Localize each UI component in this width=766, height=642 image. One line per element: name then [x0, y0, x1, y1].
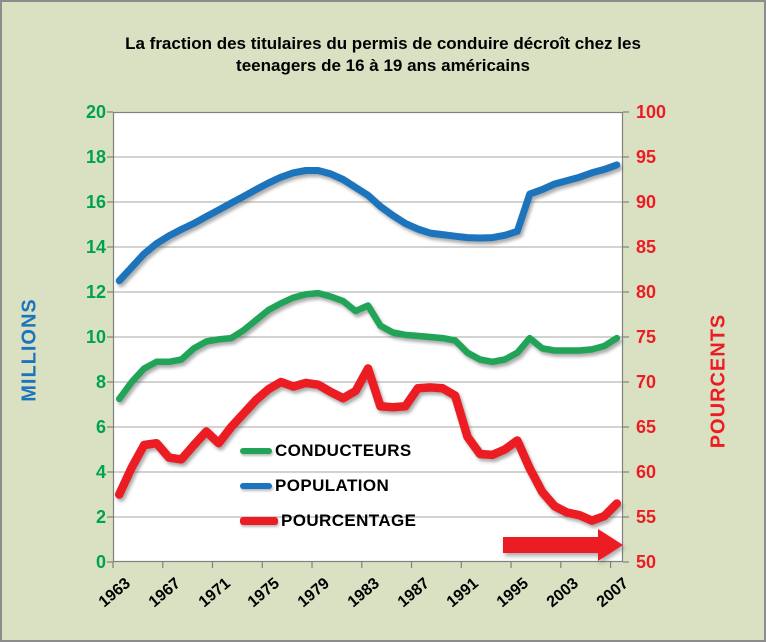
left-tick-label: 4	[95, 462, 106, 482]
legend-item-pourcentage: POURCENTAGE	[240, 510, 416, 532]
left-axis-title: MILLIONS	[18, 298, 41, 402]
left-tick-label: 6	[95, 417, 106, 437]
series-line-population	[115, 161, 621, 285]
legend-swatch-icon	[240, 517, 278, 525]
legend-item-population: POPULATION	[240, 475, 416, 497]
legend-label: POPULATION	[275, 476, 390, 495]
right-tick-label: 65	[636, 417, 657, 437]
right-tick-label: 55	[636, 507, 657, 527]
left-tick-label: 18	[85, 147, 106, 167]
chart-title-line1: La fraction des titulaires du permis de …	[125, 34, 641, 53]
right-axis-title: POURCENTS	[707, 313, 730, 449]
right-tick-label: 70	[636, 372, 657, 392]
legend-item-conducteurs: CONDUCTEURS	[240, 440, 416, 462]
left-tick-label: 20	[85, 102, 106, 122]
right-tick-label: 75	[636, 327, 657, 347]
chart-title-line2: teenagers de 16 à 19 ans américains	[236, 56, 530, 75]
right-tick-label: 90	[636, 192, 657, 212]
legend: CONDUCTEURS POPULATION POURCENTAGE	[240, 440, 416, 545]
left-tick-label: 8	[95, 372, 106, 392]
left-tick-label: 10	[85, 327, 106, 347]
plot-border	[112, 111, 624, 563]
left-tick-label: 0	[95, 552, 106, 572]
right-tick-label: 100	[636, 102, 667, 122]
left-tick-label: 2	[95, 507, 106, 527]
right-tick-label: 60	[636, 462, 657, 482]
legend-swatch-icon	[240, 483, 272, 489]
right-tick-label: 50	[636, 552, 657, 572]
series-line-conducteurs	[115, 289, 621, 403]
legend-label: POURCENTAGE	[281, 511, 417, 530]
right-tick-label: 85	[636, 237, 657, 257]
left-tick-label: 14	[85, 237, 106, 257]
legend-label: CONDUCTEURS	[275, 441, 412, 460]
left-tick-label: 16	[85, 192, 106, 212]
trend-arrow-icon	[503, 529, 623, 561]
chart-title: La fraction des titulaires du permis de …	[53, 33, 713, 77]
right-tick-label: 95	[636, 147, 657, 167]
left-tick-label: 12	[85, 282, 106, 302]
legend-swatch-icon	[240, 448, 272, 454]
right-tick-label: 80	[636, 282, 657, 302]
series-line-pourcentage	[114, 364, 622, 525]
